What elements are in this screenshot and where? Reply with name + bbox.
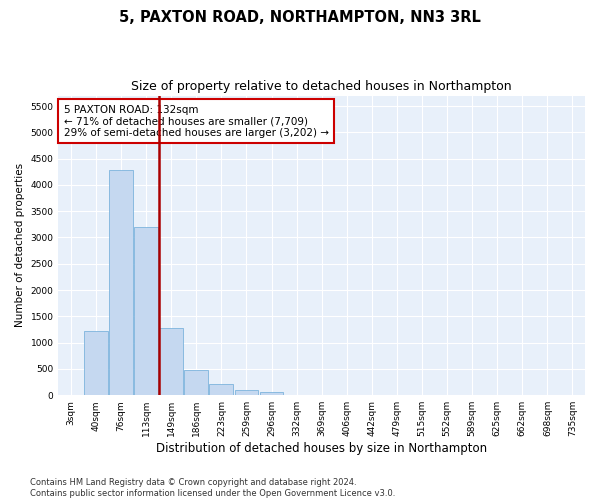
Bar (84, 330, 108, 395)
X-axis label: Distribution of detached houses by size in Northampton: Distribution of detached houses by size … (156, 442, 487, 455)
Bar (184, 370, 208, 395)
Bar (134, 227, 158, 395)
Bar (209, 384, 233, 395)
Bar (235, 390, 259, 395)
Text: Contains HM Land Registry data © Crown copyright and database right 2024.
Contai: Contains HM Land Registry data © Crown c… (30, 478, 395, 498)
Title: Size of property relative to detached houses in Northampton: Size of property relative to detached ho… (131, 80, 512, 93)
Text: 5, PAXTON ROAD, NORTHAMPTON, NN3 3RL: 5, PAXTON ROAD, NORTHAMPTON, NN3 3RL (119, 10, 481, 25)
Text: 5 PAXTON ROAD: 132sqm
← 71% of detached houses are smaller (7,709)
29% of semi-d: 5 PAXTON ROAD: 132sqm ← 71% of detached … (64, 104, 329, 138)
Bar (160, 328, 183, 395)
Bar (260, 392, 283, 395)
Y-axis label: Number of detached properties: Number of detached properties (15, 164, 25, 328)
Bar (109, 170, 133, 395)
